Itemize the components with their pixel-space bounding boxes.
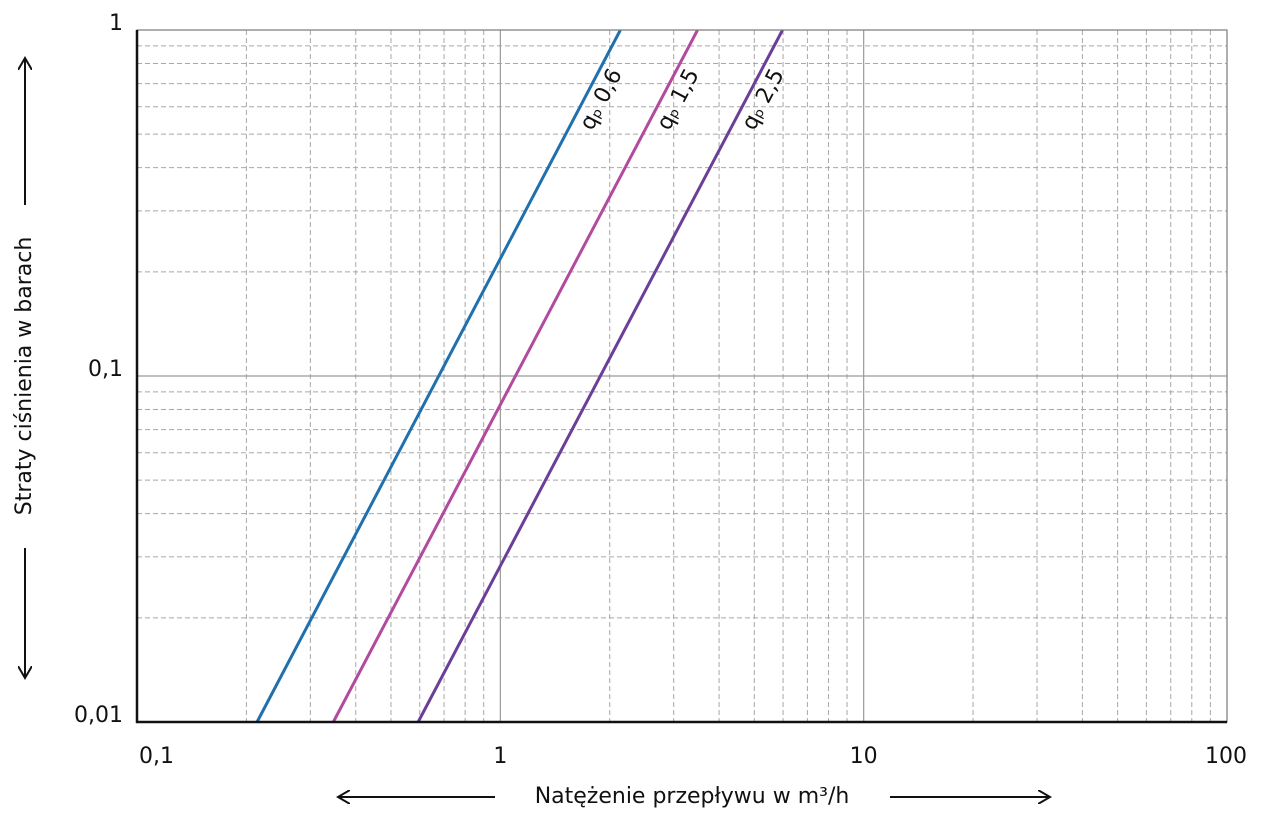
x-tick-label: 100 [1205,744,1247,769]
y-tick-label: 0,01 [74,703,123,728]
y-tick-label: 0,1 [88,357,123,382]
lines [255,29,784,723]
y-tick-label: 1 [109,11,123,36]
y-axis-label: Straty ciśnienia w barach [12,237,37,516]
series-line [255,29,622,723]
series-line [331,29,699,723]
series-line [416,29,784,723]
x-axis-label: Natężenie przepływu w m³/h [535,784,850,809]
x-tick-label: 1 [493,744,507,769]
grid [136,29,1228,723]
x-tick-label: 0,1 [139,744,174,769]
x-tick-label: 10 [850,744,878,769]
